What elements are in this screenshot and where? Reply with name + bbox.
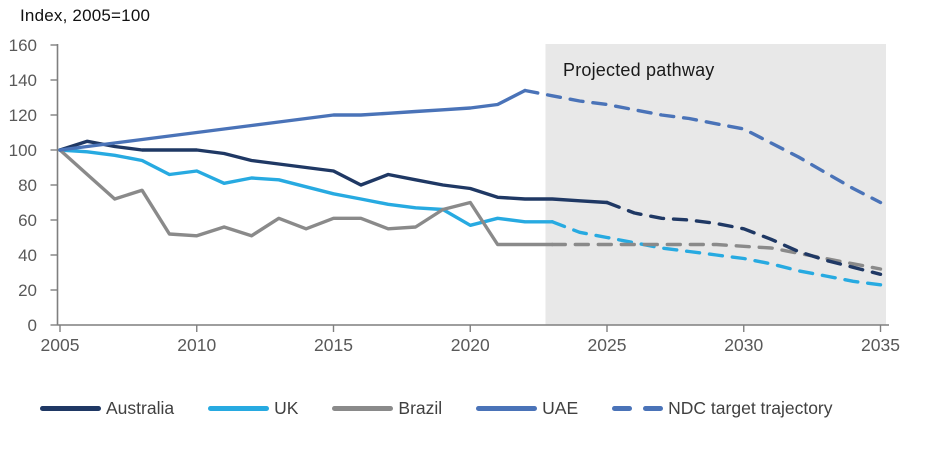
y-tick-label: 40 [18, 246, 37, 265]
brazil-line-swatch [332, 406, 394, 411]
uae-line-swatch [476, 406, 538, 411]
series-line-brazil [58, 148, 554, 247]
series-line-uk [58, 148, 554, 228]
legend-label: NDC target trajectory [668, 398, 833, 418]
series-line-brazil-ndc [550, 242, 883, 271]
legend-label: Australia [106, 398, 175, 418]
projection-region [545, 44, 886, 325]
series-line-uae-ndc [523, 88, 883, 205]
legend-item-australia: Australia [40, 398, 174, 419]
y-tick-label: 80 [18, 176, 37, 195]
series-line-uk-ndc [550, 220, 883, 287]
y-tick-label: 20 [18, 281, 37, 300]
legend-label: Brazil [398, 398, 443, 418]
line-chart: Projected pathway 0 20 40 60 80 100 120 140 160 20… [9, 36, 900, 355]
x-tick-label: 2020 [451, 335, 490, 355]
uk-line-swatch [208, 406, 270, 411]
chart-title: Index, 2005=100 [20, 6, 151, 25]
x-tick-label: 2035 [861, 335, 900, 355]
x-tick-label: 2025 [588, 335, 627, 355]
x-tick-label: 2030 [724, 335, 763, 355]
x-tick-label: 2005 [41, 335, 80, 355]
x-tick-label: 2015 [314, 335, 353, 355]
series-line-australia-ndc [605, 200, 883, 276]
y-tick-label: 140 [9, 71, 37, 90]
x-tick-label: 2010 [177, 335, 216, 355]
legend-item-brazil: Brazil [332, 398, 442, 419]
series-line-australia [58, 139, 609, 205]
legend-label: UK [274, 398, 299, 418]
projection-label: Projected pathway [563, 60, 715, 80]
legend-label: UAE [542, 398, 579, 418]
y-tick-label: 160 [9, 36, 37, 55]
legend-item-uae: UAE [476, 398, 578, 419]
chart-legend: Australia UK Brazil UAE NDC target trajector… [40, 398, 833, 419]
legend-item-uk: UK [208, 398, 298, 419]
ndc-target-trajectory-line-swatch [612, 406, 664, 411]
legend-item-ndc-target-trajectory: NDC target trajectory [612, 398, 833, 419]
y-tick-label: 100 [9, 141, 37, 160]
y-tick-label: 120 [9, 106, 37, 125]
series-line-uae [58, 88, 527, 152]
australia-line-swatch [40, 406, 101, 411]
y-tick-label: 0 [28, 316, 37, 335]
y-tick-label: 60 [18, 211, 37, 230]
